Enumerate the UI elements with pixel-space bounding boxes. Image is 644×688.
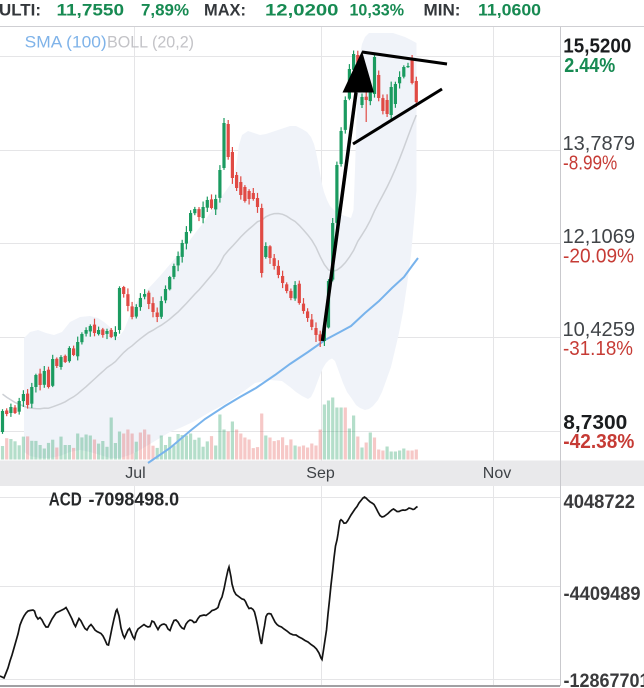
svg-text:ULTI:: ULTI: — [0, 2, 41, 20]
svg-text:Sep: Sep — [306, 465, 335, 482]
svg-text:10,4259: 10,4259 — [563, 319, 636, 341]
svg-text:8,7300: 8,7300 — [563, 412, 627, 434]
svg-text:SMA (100): SMA (100) — [25, 33, 107, 52]
svg-text:12,0200: 12,0200 — [265, 2, 339, 20]
svg-text:4048722: 4048722 — [564, 492, 636, 513]
svg-text:-4409489: -4409489 — [564, 584, 641, 605]
svg-text:11,0600: 11,0600 — [478, 2, 541, 20]
svg-text:-42.38%: -42.38% — [563, 431, 634, 453]
svg-text:-12867701: -12867701 — [564, 671, 644, 688]
svg-text:12,1069: 12,1069 — [563, 226, 636, 248]
svg-text:15,5200: 15,5200 — [563, 36, 631, 58]
svg-text:Nov: Nov — [483, 465, 511, 482]
svg-text:11,7550: 11,7550 — [57, 2, 125, 20]
svg-text:ACD: ACD — [49, 490, 82, 510]
svg-text:7,89%: 7,89% — [141, 2, 189, 20]
svg-text:MIN:: MIN: — [424, 2, 461, 20]
svg-text:-20.09%: -20.09% — [563, 245, 634, 267]
svg-text:10,33%: 10,33% — [350, 2, 405, 20]
svg-text:-8.99%: -8.99% — [563, 152, 617, 174]
svg-text:-31.18%: -31.18% — [563, 338, 633, 360]
svg-text:Jul: Jul — [125, 465, 145, 482]
svg-text:13,7879: 13,7879 — [563, 133, 636, 155]
svg-text:2.44%: 2.44% — [564, 55, 615, 77]
svg-text:-7098498.0: -7098498.0 — [89, 490, 180, 510]
svg-text:MAX:: MAX: — [204, 2, 246, 20]
svg-text:BOLL (20,2): BOLL (20,2) — [107, 33, 194, 52]
